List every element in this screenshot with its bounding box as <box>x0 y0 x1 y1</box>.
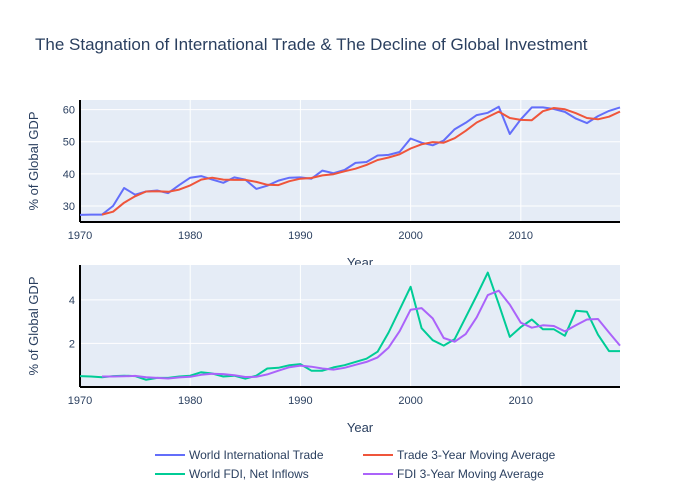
y-tick-label: 50 <box>63 137 75 149</box>
legend-label: Trade 3-Year Moving Average <box>397 448 556 462</box>
series-line-fdi-ma <box>102 289 621 380</box>
x-tick-label: 1970 <box>68 230 92 242</box>
x-tick-label: 2000 <box>398 395 422 407</box>
legend-label: World International Trade <box>189 448 324 462</box>
x-axis-title: Year <box>347 420 374 435</box>
legend-item-fdi-ma[interactable]: FDI 3-Year Moving Average <box>363 467 544 481</box>
legend-item-trade-ma[interactable]: Trade 3-Year Moving Average <box>363 448 556 462</box>
x-tick-label: 1990 <box>288 395 312 407</box>
y-tick-label: 2 <box>69 338 75 350</box>
legend-label: World FDI, Net Inflows <box>189 467 309 481</box>
y-tick-label: 40 <box>63 169 75 181</box>
legend-label: FDI 3-Year Moving Average <box>397 467 544 481</box>
subplot-2: 1970 1980 1990 2000 2010 2 4 Year % of Global GD… <box>26 265 621 435</box>
legend-item-trade[interactable]: World International Trade <box>155 448 324 462</box>
x-tick-label: 2010 <box>509 395 533 407</box>
y-tick-label: 60 <box>63 105 75 117</box>
series-line-trade-ma <box>101 107 621 216</box>
legend[interactable]: World International Trade Trade 3-Year Mo… <box>155 448 556 481</box>
x-tick-label: 1990 <box>288 230 312 242</box>
x-tick-label: 2000 <box>398 230 422 242</box>
y-tick-label: 4 <box>69 295 75 307</box>
x-tick-label: 1980 <box>178 395 202 407</box>
plot-area <box>80 100 620 222</box>
x-tick-label: 2010 <box>509 230 533 242</box>
y-tick-label: 30 <box>63 201 75 213</box>
legend-item-fdi[interactable]: World FDI, Net Inflows <box>155 467 309 481</box>
x-tick-label: 1980 <box>178 230 202 242</box>
y-axis-title: % of Global GDP <box>26 277 41 376</box>
x-tick-label: 1970 <box>68 395 92 407</box>
y-axis-title: % of Global GDP <box>26 112 41 211</box>
chart-title: The Stagnation of International Trade & … <box>35 35 588 54</box>
